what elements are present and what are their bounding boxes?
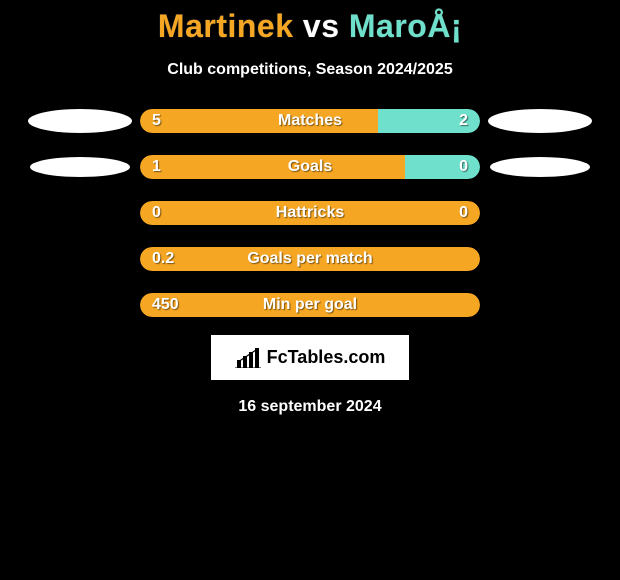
stat-row: 450 Min per goal	[0, 293, 620, 317]
stat-row: 0.2 Goals per match	[0, 247, 620, 271]
date-label: 16 september 2024	[238, 398, 381, 416]
bar-segment-right	[405, 155, 480, 179]
stats-area: 5 2 Matches 1 0 Goals 0 0 Hattricks 0.2 Goals per …	[0, 109, 620, 317]
stat-bar: 1 0 Goals	[140, 155, 480, 179]
logo-content: FcTables.com	[235, 347, 386, 368]
stat-label: Goals	[288, 158, 332, 176]
bar-segment-left	[140, 109, 378, 133]
stat-right-value: 0	[459, 158, 468, 176]
right-ellipse	[490, 157, 590, 177]
stat-right-value: 0	[459, 204, 468, 222]
logo-box: FcTables.com	[211, 335, 410, 380]
stat-label: Hattricks	[276, 204, 344, 222]
stat-label: Matches	[278, 112, 342, 130]
stat-bar: 450 Min per goal	[140, 293, 480, 317]
subtitle: Club competitions, Season 2024/2025	[167, 61, 452, 79]
vs-label: vs	[303, 8, 340, 44]
left-ellipse-wrap	[20, 157, 140, 177]
right-ellipse	[488, 109, 592, 133]
stat-right-value: 2	[459, 112, 468, 130]
left-ellipse	[30, 157, 130, 177]
left-ellipse-wrap	[20, 109, 140, 133]
right-ellipse-wrap	[480, 109, 600, 133]
bar-segment-left	[140, 155, 405, 179]
bar-chart-icon	[235, 348, 261, 368]
stat-label: Goals per match	[247, 250, 372, 268]
right-ellipse-wrap	[480, 157, 600, 177]
stat-bar: 0.2 Goals per match	[140, 247, 480, 271]
stat-left-value: 0	[152, 204, 161, 222]
page-title: Martinek vs MaroÅ¡	[158, 8, 462, 45]
player-left-name: Martinek	[158, 8, 294, 44]
stat-label: Min per goal	[263, 296, 357, 314]
stat-left-value: 1	[152, 158, 161, 176]
left-ellipse	[28, 109, 132, 133]
stat-left-value: 450	[152, 296, 179, 314]
stat-bar: 0 0 Hattricks	[140, 201, 480, 225]
stat-row: 0 0 Hattricks	[0, 201, 620, 225]
comparison-container: Martinek vs MaroÅ¡ Club competitions, Se…	[0, 0, 620, 416]
stat-left-value: 5	[152, 112, 161, 130]
stat-bar: 5 2 Matches	[140, 109, 480, 133]
stat-row: 1 0 Goals	[0, 155, 620, 179]
stat-left-value: 0.2	[152, 250, 174, 268]
stat-row: 5 2 Matches	[0, 109, 620, 133]
player-right-name: MaroÅ¡	[349, 8, 462, 44]
logo-text: FcTables.com	[267, 347, 386, 368]
